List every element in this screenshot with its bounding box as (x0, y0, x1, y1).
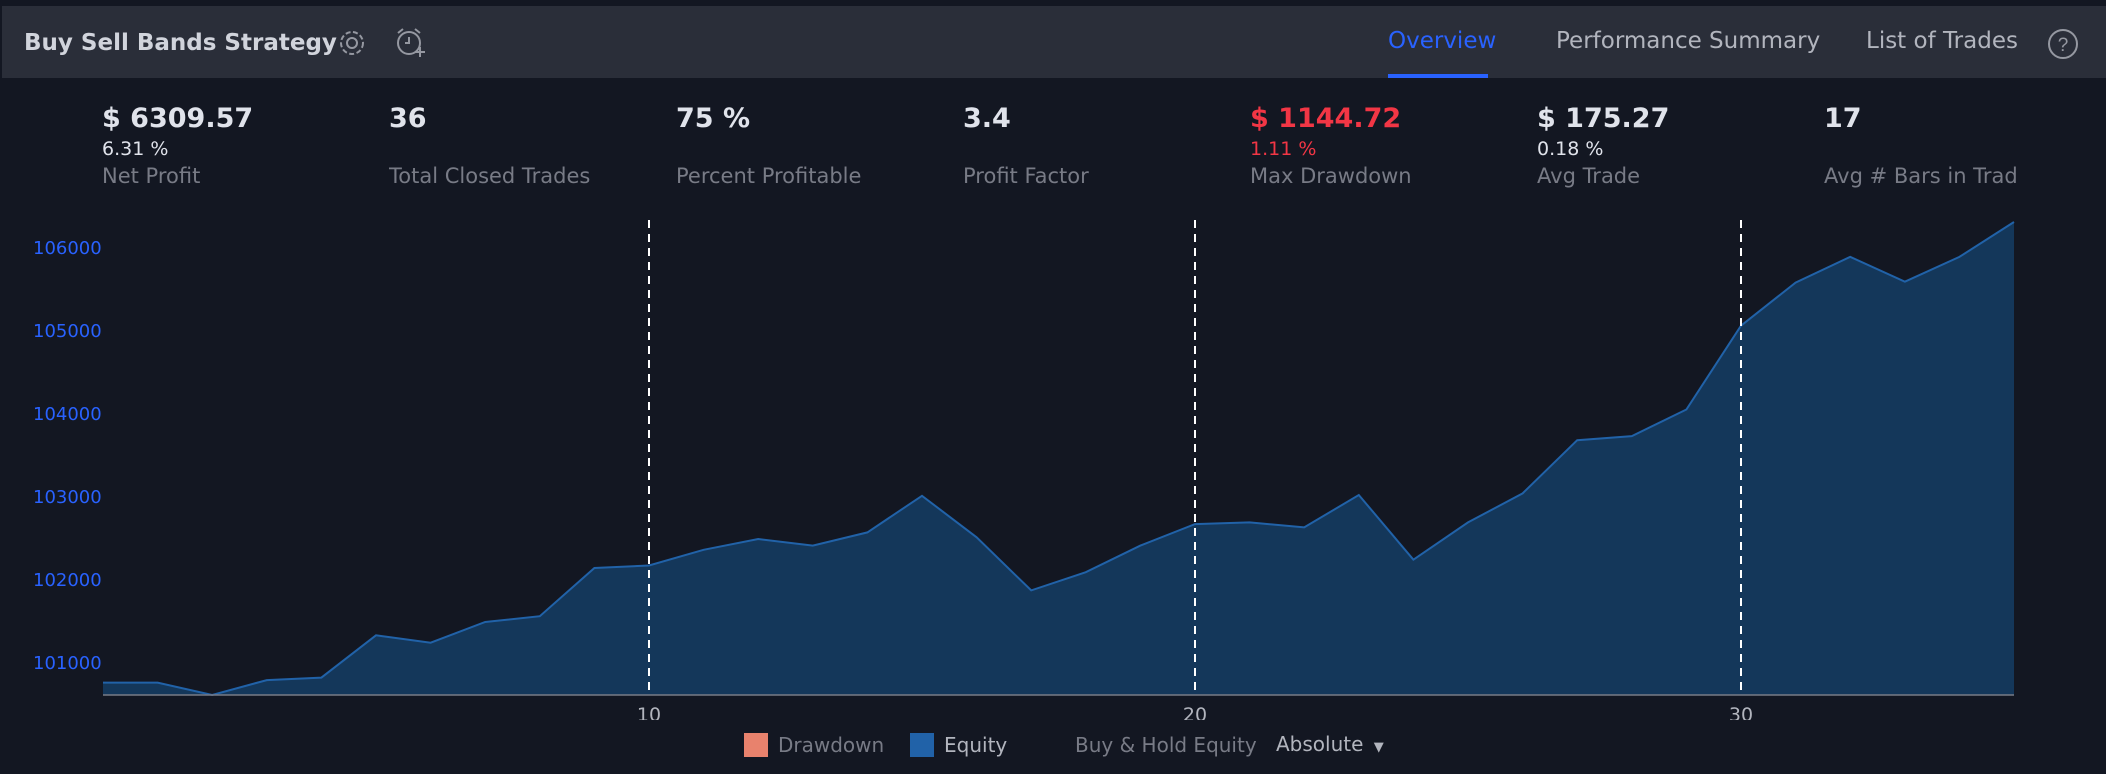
x-tick-label-30: 30 (1729, 704, 1753, 720)
y-tick-label-102000: 102000 (33, 570, 102, 591)
net-profit-label: Net Profit (102, 164, 201, 188)
total-closed-trades-label: Total Closed Trades (389, 164, 591, 188)
strategy-title: Buy Sell Bands Strategy (24, 30, 337, 56)
equity-swatch (910, 733, 934, 757)
y-tick-label-105000: 105000 (33, 321, 102, 342)
scale-mode-label: Absolute (1276, 732, 1364, 756)
legend-drawdown-label: Drawdown (778, 733, 885, 757)
total-closed-trades-percent (389, 136, 669, 162)
avg-bars-value: 17 (1824, 103, 1862, 134)
y-tick-label-103000: 103000 (33, 487, 102, 508)
strategy-tester-header: Buy Sell Bands Strategy Overview Perform… (2, 6, 2106, 78)
settings-gear-icon[interactable] (335, 26, 369, 60)
max-drawdown-value: $ 1144.72 (1250, 103, 1402, 134)
x-tick-label-20: 20 (1183, 704, 1207, 720)
profit-factor-value: 3.4 (963, 103, 1011, 134)
percent-profitable-value: 75 % (676, 103, 751, 134)
percent-profitable-label: Percent Profitable (676, 164, 862, 188)
stat-total-closed-trades: 36 Total Closed Trades (389, 102, 669, 190)
net-profit-percent: 6.31 % (102, 138, 169, 160)
avg-trade-value: $ 175.27 (1537, 103, 1670, 134)
net-profit-value: $ 6309.57 (102, 103, 254, 134)
stat-avg-bars-in-trades: 17 Avg # Bars in Trades (1824, 102, 2016, 190)
stat-avg-trade: $ 175.27 0.18 % Avg Trade (1537, 102, 1817, 190)
avg-bars-percent (1824, 136, 2016, 162)
y-tick-label-106000: 106000 (33, 238, 102, 259)
avg-bars-label: Avg # Bars in Trades (1824, 164, 2016, 188)
equity-area (103, 222, 2014, 695)
total-closed-trades-value: 36 (389, 103, 427, 134)
legend-buy-hold-label: Buy & Hold Equity (1075, 733, 1257, 757)
active-tab-indicator (1388, 74, 1488, 78)
max-drawdown-label: Max Drawdown (1250, 164, 1412, 188)
scale-mode-dropdown[interactable]: Absolute ▼ (1276, 732, 1384, 756)
equity-chart: 10 20 30 101000 102000 103000 104000 105000 1060… (33, 220, 2015, 720)
legend-drawdown[interactable]: Drawdown (744, 732, 884, 758)
drawdown-swatch (744, 733, 768, 757)
x-tick-label-10: 10 (637, 704, 661, 720)
svg-text:?: ? (2058, 35, 2069, 56)
stat-net-profit: $ 6309.57 6.31 % Net Profit (102, 102, 382, 190)
legend-buy-hold-equity[interactable]: Buy & Hold Equity (1075, 732, 1257, 758)
avg-trade-percent: 0.18 % (1537, 138, 1604, 160)
tab-overview[interactable]: Overview (1388, 28, 1497, 54)
avg-trade-label: Avg Trade (1537, 164, 1641, 188)
help-icon[interactable]: ? (2047, 28, 2079, 60)
stat-max-drawdown: $ 1144.72 1.11 % Max Drawdown (1250, 102, 1530, 190)
stat-profit-factor: 3.4 Profit Factor (963, 102, 1243, 190)
stat-percent-profitable: 75 % Percent Profitable (676, 102, 956, 190)
chevron-down-icon: ▼ (1373, 740, 1384, 755)
legend-equity[interactable]: Equity (910, 732, 1007, 758)
profit-factor-percent (963, 136, 1243, 162)
max-drawdown-percent: 1.11 % (1250, 138, 1317, 160)
tab-performance-summary[interactable]: Performance Summary (1556, 28, 1821, 54)
tab-list-of-trades[interactable]: List of Trades (1866, 28, 2018, 54)
y-tick-label-104000: 104000 (33, 404, 102, 425)
percent-profitable-percent (676, 136, 956, 162)
legend-equity-label: Equity (944, 733, 1008, 757)
profit-factor-label: Profit Factor (963, 164, 1089, 188)
add-alert-clock-icon[interactable] (394, 26, 428, 60)
y-tick-label-101000: 101000 (33, 653, 102, 674)
equity-line (103, 221, 2015, 697)
